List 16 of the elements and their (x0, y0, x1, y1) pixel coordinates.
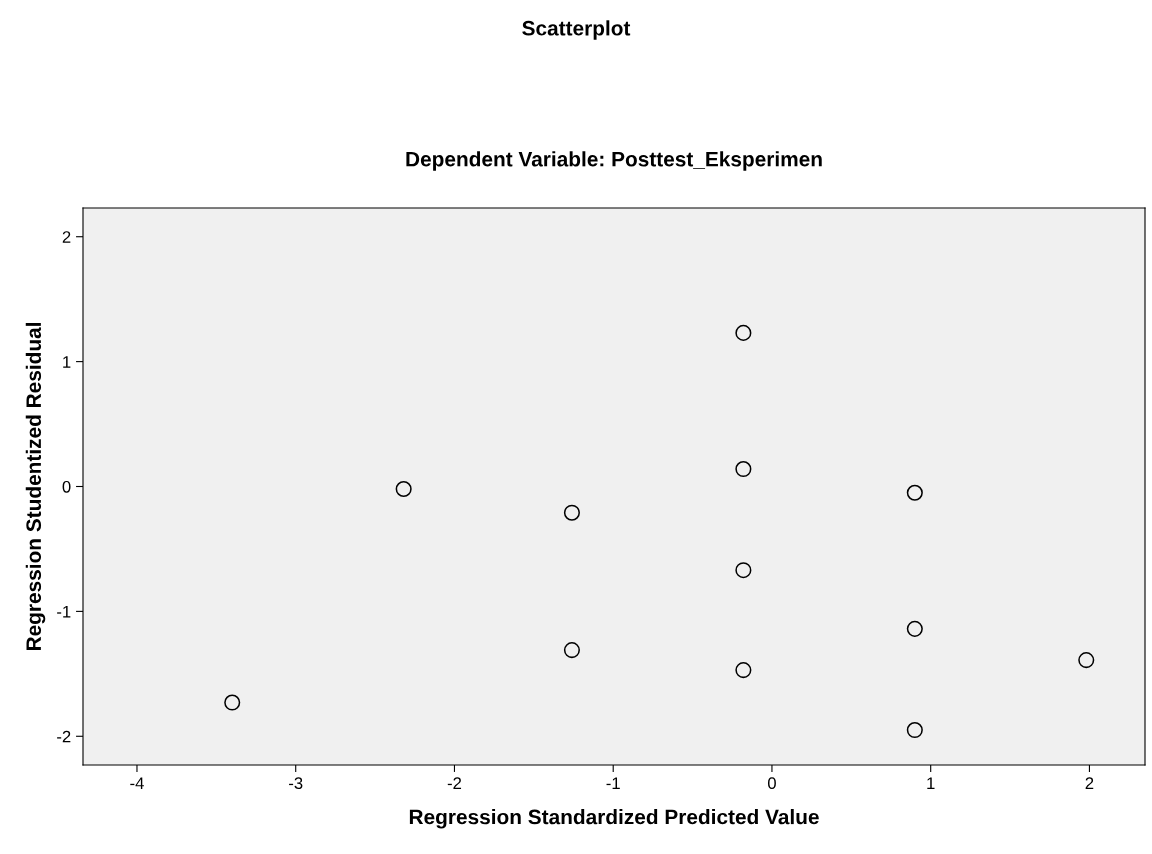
chart-subtitle: Dependent Variable: Posttest_Eksperimen (406, 151, 822, 171)
x-tick-label: -3 (289, 777, 303, 790)
y-tick-label: -2 (57, 730, 71, 743)
x-tick-label: 2 (1085, 777, 1094, 789)
x-tick-label: -4 (130, 777, 144, 789)
y-tick-label: 0 (62, 480, 71, 493)
x-tick-label: 1 (927, 777, 935, 789)
y-tick-label: 1 (63, 356, 71, 368)
x-tick-label: -2 (447, 777, 462, 789)
x-axis-title: Regression Standardized Predicted Value (409, 809, 819, 829)
y-tick-label: 2 (62, 231, 71, 243)
x-tick-label: 0 (767, 777, 776, 790)
y-tick-label: -1 (57, 605, 71, 618)
chart-title: Scatterplot (522, 20, 631, 40)
y-axis-title: Regression Studentized Residual (25, 323, 46, 651)
x-tick-label: -1 (606, 777, 620, 789)
